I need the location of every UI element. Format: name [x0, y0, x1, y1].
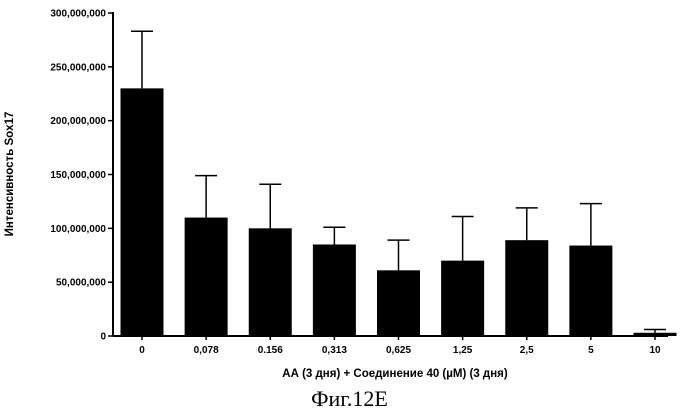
y-tick-label: 100,000,000: [50, 224, 106, 235]
bar: [505, 240, 548, 336]
chart-container: 0 50,000,000 100,000,000 150,000,000 200,000…: [0, 0, 699, 420]
x-tick-label: 2,5: [520, 345, 534, 356]
x-tick-label: 0.156: [258, 345, 283, 356]
bar: [569, 246, 612, 336]
figure-caption: Фиг.12E: [0, 386, 699, 412]
bar: [121, 88, 164, 336]
bar: [441, 261, 484, 336]
bar: [377, 270, 420, 336]
x-tick-label: 0,078: [194, 345, 219, 356]
bar: [249, 228, 292, 336]
x-tick-label: 0: [139, 345, 145, 356]
bar-chart: 0 50,000,000 100,000,000 150,000,000 200,000…: [0, 0, 699, 420]
x-tick-label: 10: [649, 345, 661, 356]
y-tick-label: 150,000,000: [50, 170, 106, 181]
x-tick-label: 5: [588, 345, 594, 356]
y-tick-label: 300,000,000: [50, 9, 106, 20]
x-tick-label: 0,625: [386, 345, 411, 356]
bar: [313, 244, 356, 336]
y-axis-title: Интенсивность Sox17: [4, 112, 16, 237]
bar: [634, 333, 677, 336]
y-tick-label: 200,000,000: [50, 116, 106, 127]
y-tick-label: 250,000,000: [50, 62, 106, 73]
y-tick-label: 0: [100, 332, 106, 343]
x-tick-label: 1,25: [453, 345, 473, 356]
x-axis-title: АА (3 дня) + Соединение 40 (µM) (3 дня): [282, 368, 508, 380]
x-tick-label: 0,313: [322, 345, 347, 356]
bar: [185, 218, 228, 336]
y-tick-label: 50,000,000: [56, 278, 106, 289]
